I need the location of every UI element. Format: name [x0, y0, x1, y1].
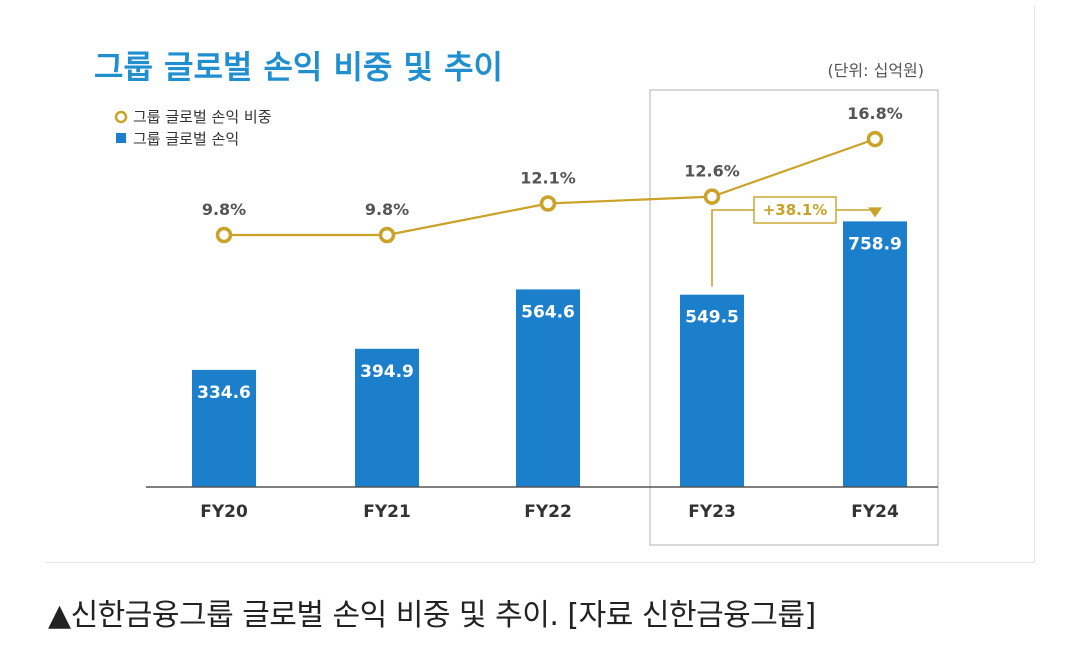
bar-value-label: 394.9 — [360, 362, 414, 382]
growth-arrow-head — [868, 207, 882, 218]
highlight-box — [649, 89, 939, 546]
share-point-fy20 — [215, 226, 233, 244]
bar-fy22 — [516, 289, 580, 487]
chart-canvas: 그룹 글로벌 손익 비중 및 추이 (단위: 십억원) 그룹 글로벌 손익 비중… — [94, 48, 939, 546]
x-tick-label: FY20 — [200, 502, 248, 522]
share-value-label: 9.8% — [202, 200, 246, 219]
figure-caption: ▲신한금융그룹 글로벌 손익 비중 및 추이. [자료 신한금융그룹] — [48, 598, 816, 633]
legend-bar-marker — [116, 133, 126, 143]
bar-value-label: 758.9 — [848, 234, 902, 254]
share-point-fy23 — [703, 188, 721, 205]
bar-value-label: 334.6 — [197, 383, 251, 403]
legend-line-label: 그룹 글로벌 손익 비중 — [133, 108, 272, 126]
growth-annotation: +38.1% — [711, 196, 882, 287]
chart-figure: 그룹 글로벌 손익 비중 및 추이 (단위: 십억원) 그룹 글로벌 손익 비중… — [46, 6, 1035, 563]
x-tick-label: FY21 — [363, 502, 411, 522]
bar-value-label: 564.6 — [521, 302, 575, 322]
share-value-label: 12.1% — [520, 168, 576, 187]
x-tick-label: FY23 — [688, 502, 736, 522]
line-series-layer: 9.8% 9.8% 12.1% 12.6% 16.8% — [202, 104, 903, 244]
share-value-label: 16.8% — [847, 104, 903, 123]
bar-fy24 — [843, 221, 907, 487]
tick-labels-layer: FY20 FY21 FY22 FY23 FY24 — [200, 502, 899, 522]
bars-layer: 334.6 394.9 564.6 549.5 758.9 — [192, 221, 907, 487]
bar-fy23 — [680, 294, 744, 487]
legend-line-marker — [114, 110, 128, 124]
bar-fy20 — [192, 369, 256, 487]
unit-label: (단위: 십억원) — [827, 61, 924, 80]
chart-title: 그룹 글로벌 손익 비중 및 추이 — [94, 48, 503, 86]
legend-bar-label: 그룹 글로벌 손익 — [133, 130, 239, 148]
share-point-fy24 — [866, 130, 884, 148]
growth-label-box — [753, 196, 837, 224]
share-point-fy21 — [378, 226, 396, 244]
bar-value-label: 549.5 — [685, 308, 739, 328]
growth-label: +38.1% — [763, 201, 828, 219]
x-tick-label: FY22 — [524, 502, 572, 522]
x-tick-label: FY24 — [851, 502, 899, 522]
share-value-label: 9.8% — [365, 200, 409, 219]
share-point-fy22 — [539, 195, 557, 212]
share-value-label: 12.6% — [684, 162, 740, 181]
bar-fy21 — [355, 348, 419, 487]
